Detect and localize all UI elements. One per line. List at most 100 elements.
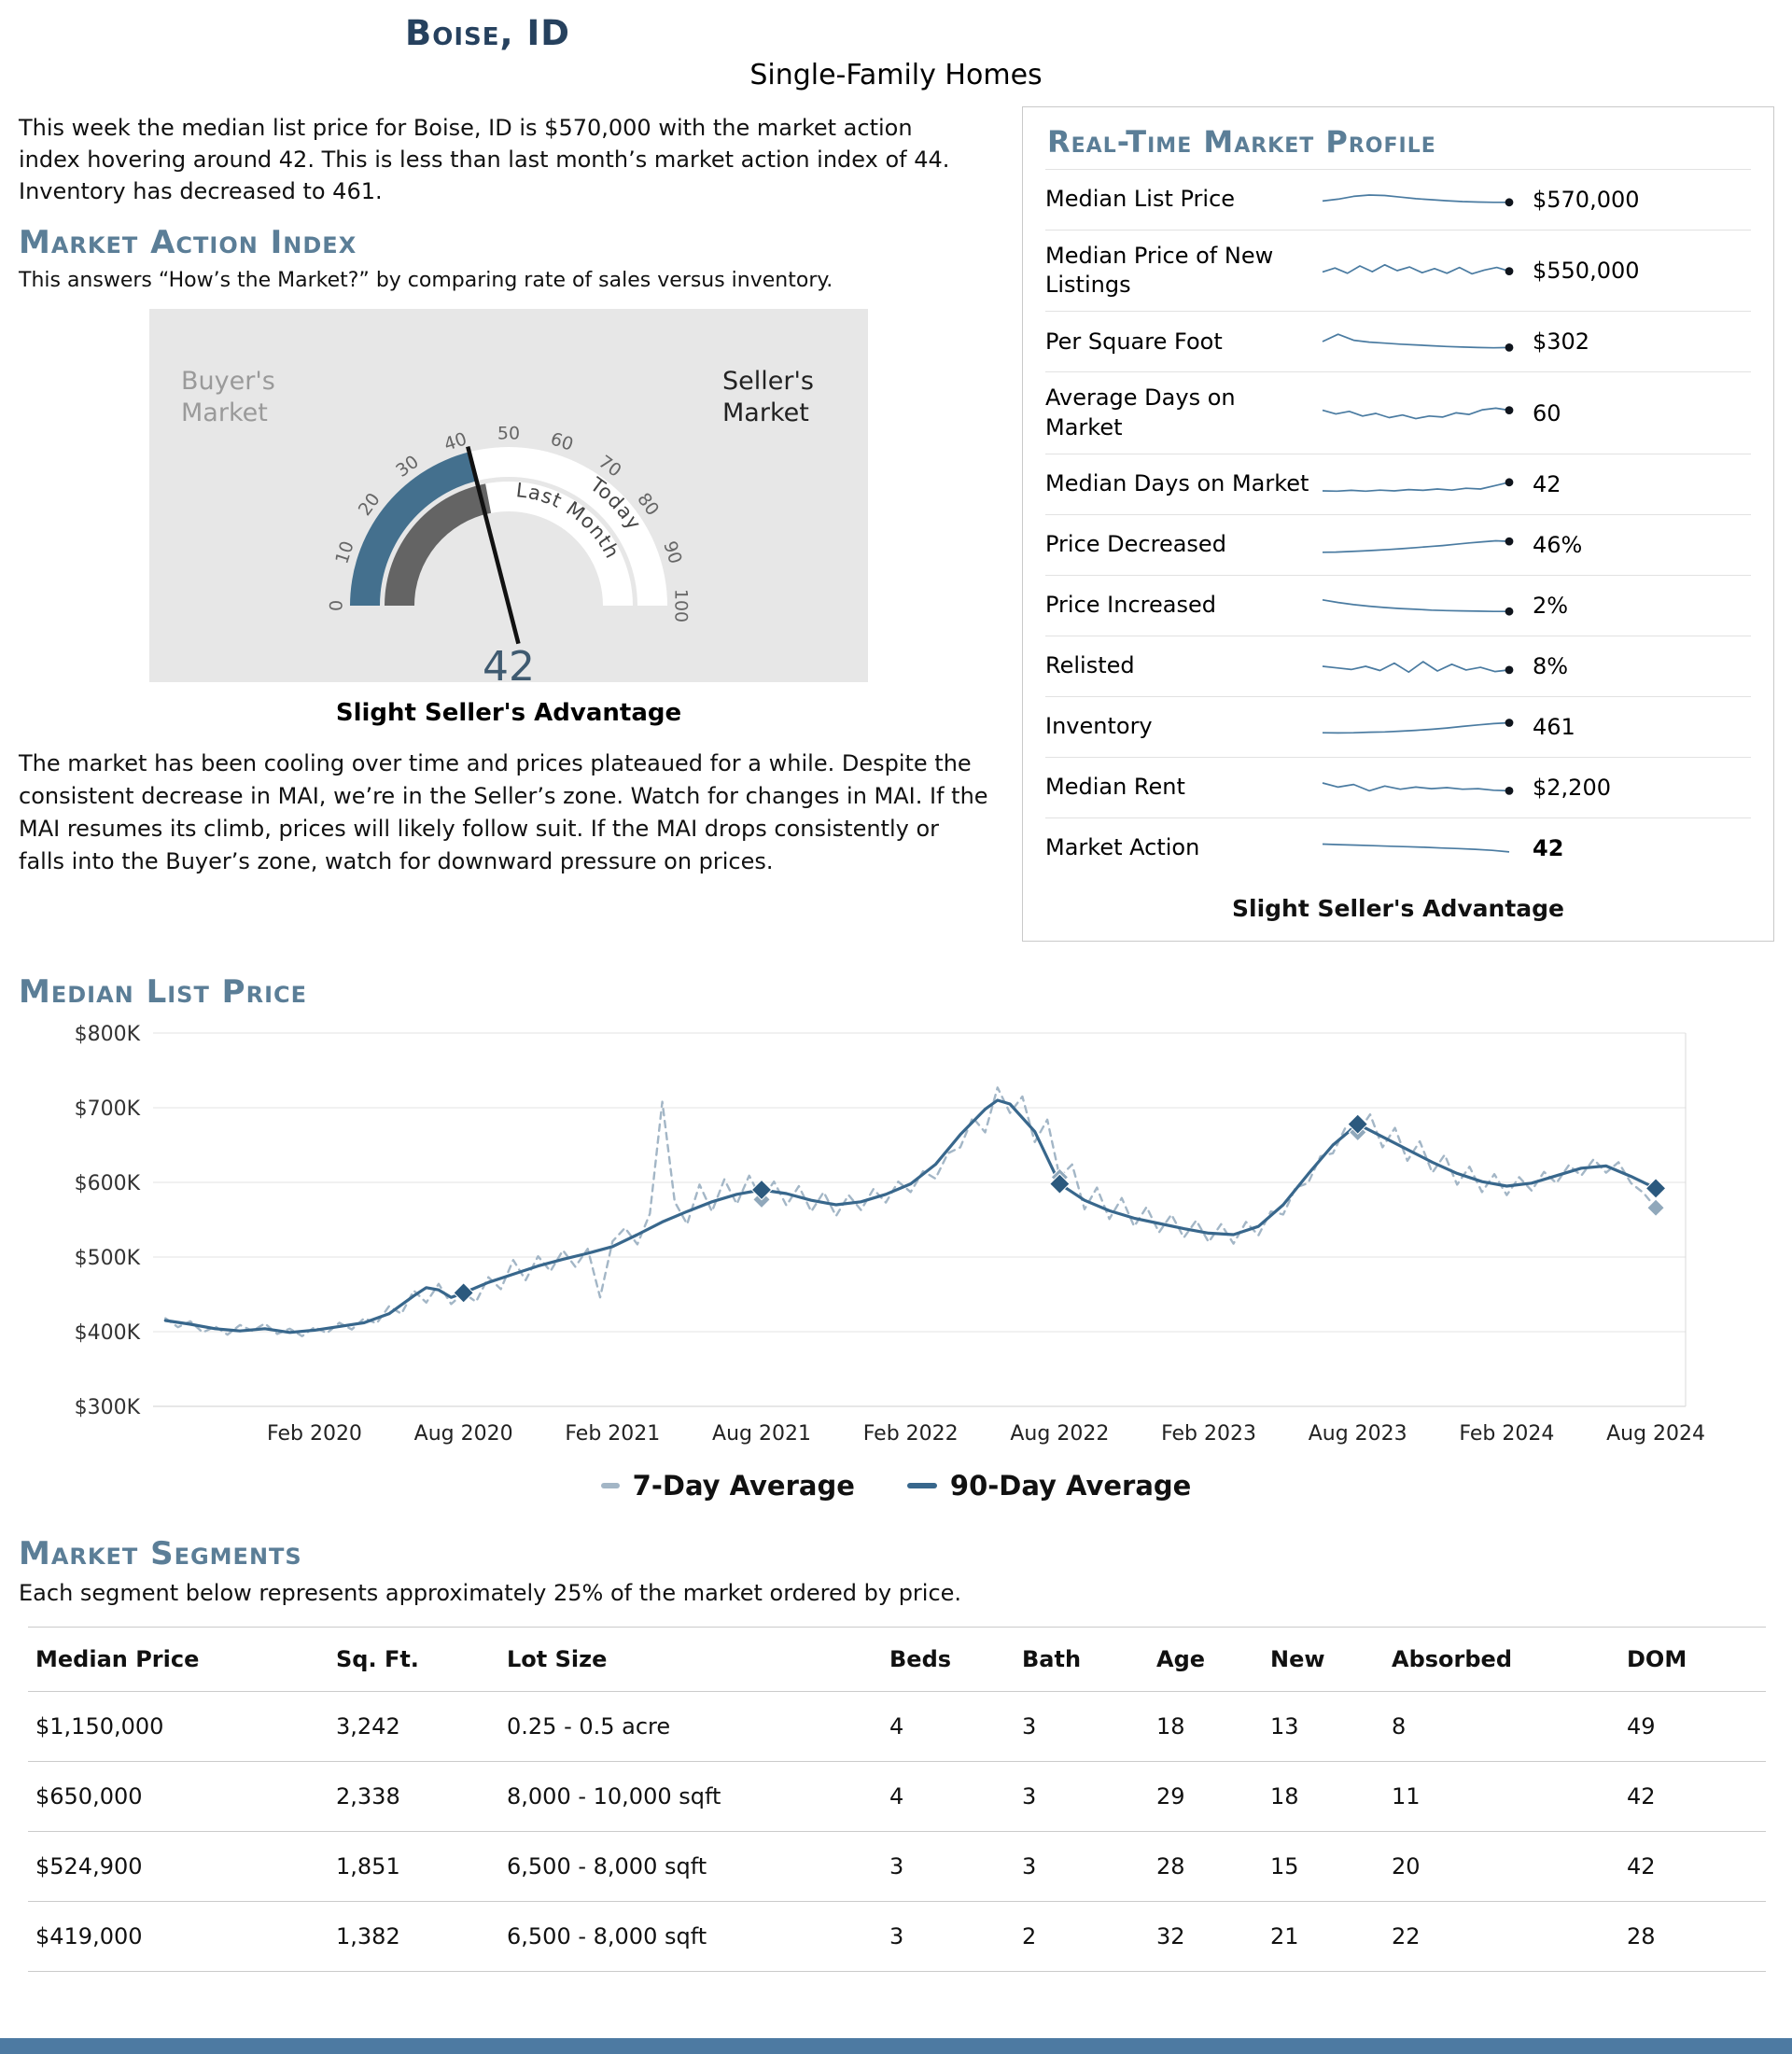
market-action-gauge-block: 0 10 20 30 40 50 60 70 80 90 100 Last Month Today 42 B… <box>149 309 868 727</box>
market-action-subtitle: This answers “How’s the Market?” by comp… <box>19 269 833 293</box>
section-header-market-action-index: Market Action Index <box>19 224 357 262</box>
profile-row-label: Median Rent <box>1045 774 1185 801</box>
profile-row-value: $550,000 <box>1533 258 1640 285</box>
profile-row-value: 461 <box>1533 713 1575 740</box>
profile-row-median-price-new-listings: Median Price of New Listings $550,000 <box>1045 230 1751 311</box>
median-list-price-chart: $300K $400K $500K $600K $700K $800K Feb 2020 Au… <box>75 1023 1705 1446</box>
svg-text:$400K: $400K <box>75 1321 141 1345</box>
trend-sparkline <box>1318 708 1527 746</box>
svg-text:Aug 2024: Aug 2024 <box>1606 1422 1705 1446</box>
column-header: New <box>1263 1626 1384 1692</box>
profile-row-value: 60 <box>1533 399 1561 426</box>
trend-sparkline <box>1318 587 1527 624</box>
cell-new: 15 <box>1263 1831 1384 1902</box>
cell-absorbed: 11 <box>1384 1761 1619 1832</box>
profile-row-value: 42 <box>1533 470 1561 497</box>
profile-row-price-increased: Price Increased 2% <box>1045 574 1751 636</box>
cell-age: 18 <box>1149 1691 1263 1762</box>
cell-sqft: 2,338 <box>329 1761 499 1832</box>
market-segments-table: Median Price Sq. Ft. Lot Size Beds Bath … <box>28 1626 1766 1972</box>
cell-absorbed: 22 <box>1384 1901 1619 1972</box>
svg-text:Aug 2022: Aug 2022 <box>1010 1422 1109 1446</box>
profile-row-price-decreased: Price Decreased 46% <box>1045 513 1751 575</box>
cell-new: 13 <box>1263 1691 1384 1762</box>
profile-row-per-square-foot: Per Square Foot $302 <box>1045 311 1751 371</box>
cell-sqft: 1,851 <box>329 1831 499 1902</box>
svg-text:Feb 2021: Feb 2021 <box>565 1422 660 1446</box>
cell-age: 28 <box>1149 1831 1263 1902</box>
svg-text:$700K: $700K <box>75 1097 141 1121</box>
column-header: Lot Size <box>499 1626 882 1692</box>
profile-row-label: Median List Price <box>1045 186 1236 213</box>
svg-text:100: 100 <box>671 589 692 622</box>
svg-text:42: 42 <box>483 643 535 682</box>
legend-swatch-90-day-icon <box>906 1482 937 1488</box>
cell-dom: 28 <box>1619 1901 1766 1972</box>
profile-row-label: Median Price of New Listings <box>1045 243 1274 299</box>
svg-text:$300K: $300K <box>75 1396 141 1419</box>
profile-row-value: $570,000 <box>1533 187 1640 213</box>
cell-beds: 4 <box>882 1691 1015 1762</box>
profile-row-label: Per Square Foot <box>1045 328 1223 355</box>
profile-row-value: 8% <box>1533 652 1569 679</box>
trend-sparkline <box>1318 648 1527 685</box>
table-row: $1,150,000 3,242 0.25 - 0.5 acre 4 3 18 … <box>28 1691 1766 1762</box>
trend-sparkline <box>1318 769 1527 806</box>
table-row: $650,000 2,338 8,000 - 10,000 sqft 4 3 2… <box>28 1761 1766 1832</box>
profile-row-median-rent: Median Rent $2,200 <box>1045 756 1751 817</box>
legend-label-7-day: 7-Day Average <box>632 1469 855 1502</box>
legend-label-90-day: 90-Day Average <box>949 1469 1192 1502</box>
cell-sqft: 1,382 <box>329 1901 499 1972</box>
cell-dom: 49 <box>1619 1691 1766 1762</box>
profile-row-value: $302 <box>1533 328 1590 356</box>
market-segments-description: Each segment below represents approximat… <box>19 1579 962 1606</box>
trend-sparkline <box>1318 526 1527 564</box>
cell-lot-size: 6,500 - 8,000 sqft <box>499 1901 882 1972</box>
cell-bath: 3 <box>1015 1761 1149 1832</box>
section-header-median-list-price: Median List Price <box>19 972 308 1011</box>
cell-bath: 2 <box>1015 1901 1149 1972</box>
svg-text:$600K: $600K <box>75 1172 141 1195</box>
svg-text:Feb 2022: Feb 2022 <box>863 1422 959 1446</box>
trend-sparkline <box>1318 181 1527 218</box>
profile-row-label: Inventory <box>1045 713 1153 740</box>
cell-dom: 42 <box>1619 1761 1766 1832</box>
page-subtitle: Single-Family Homes <box>749 59 1043 91</box>
column-header: Beds <box>882 1626 1015 1692</box>
profile-row-median-days-on-market: Median Days on Market 42 <box>1045 453 1751 514</box>
main-row: This week the median list price for Bois… <box>0 106 1792 942</box>
cell-beds: 3 <box>882 1901 1015 1972</box>
profile-row-value: 42 <box>1533 834 1564 861</box>
svg-text:50: 50 <box>497 424 520 444</box>
cell-lot-size: 6,500 - 8,000 sqft <box>499 1831 882 1902</box>
svg-text:Feb 2023: Feb 2023 <box>1161 1422 1256 1446</box>
profile-row-value: 46% <box>1533 531 1583 558</box>
column-header: Median Price <box>28 1626 329 1692</box>
cell-absorbed: 20 <box>1384 1831 1619 1902</box>
column-header: Bath <box>1015 1626 1149 1692</box>
svg-text:$500K: $500K <box>75 1247 141 1270</box>
cell-dom: 42 <box>1619 1831 1766 1902</box>
profile-row-inventory: Inventory 461 <box>1045 695 1751 757</box>
market-analysis-text: The market has been cooling over time an… <box>19 750 988 874</box>
table-header-row: Median Price Sq. Ft. Lot Size Beds Bath … <box>28 1626 1766 1692</box>
table-row: $524,900 1,851 6,500 - 8,000 sqft 3 3 28… <box>28 1831 1766 1902</box>
profile-row-value: 2% <box>1533 592 1569 619</box>
svg-text:Feb 2020: Feb 2020 <box>267 1422 362 1446</box>
profile-row-label: Median Days on Market <box>1045 470 1309 497</box>
footer-bar <box>0 2038 1792 2054</box>
cell-lot-size: 8,000 - 10,000 sqft <box>499 1761 882 1832</box>
svg-text:$800K: $800K <box>75 1023 141 1046</box>
svg-text:Feb 2024: Feb 2024 <box>1459 1422 1554 1446</box>
svg-text:Aug 2023: Aug 2023 <box>1309 1422 1407 1446</box>
cell-sqft: 3,242 <box>329 1691 499 1762</box>
column-header: Sq. Ft. <box>329 1626 499 1692</box>
profile-row-relisted: Relisted 8% <box>1045 635 1751 696</box>
table-row: $419,000 1,382 6,500 - 8,000 sqft 3 2 32… <box>28 1901 1766 1972</box>
cell-absorbed: 8 <box>1384 1691 1619 1762</box>
cell-median-price: $1,150,000 <box>28 1691 329 1762</box>
